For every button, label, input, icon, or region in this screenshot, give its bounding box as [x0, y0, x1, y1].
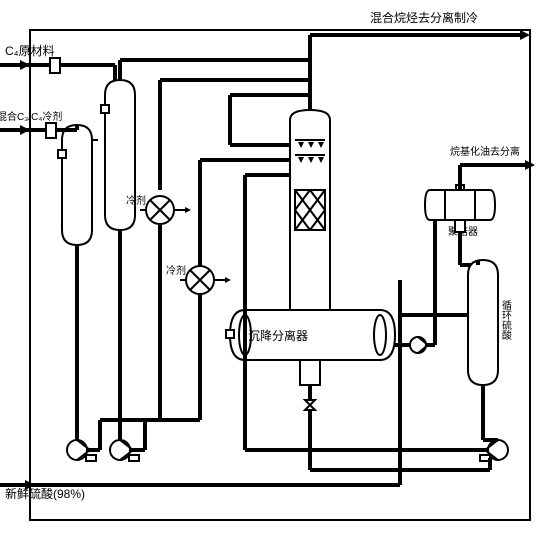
recycle-acid-tank	[468, 260, 498, 385]
refrigerant-1-label: 冷剂	[126, 194, 146, 207]
refrigerant-2-label: 冷剂	[166, 264, 186, 277]
c3c4-indicator	[46, 123, 56, 138]
mixed-c3c4-label: 混合C₃/C₄冷剂	[0, 110, 62, 123]
mixed-alkane-arrow	[520, 30, 530, 40]
reactor-column	[290, 110, 330, 310]
c4-feed-label: C₄原材料	[5, 44, 55, 58]
alkylate-out-label: 烷基化油去分离	[450, 145, 520, 158]
heat-exchanger-1	[146, 196, 174, 224]
fresh-acid-label: 新鲜硫酸(98%)	[5, 486, 85, 501]
vessel-1	[58, 125, 92, 245]
c4-feed-vessel-indicator	[50, 58, 60, 73]
coalescer	[425, 185, 495, 220]
settler-label: 沉降分离器	[248, 328, 308, 343]
settler-boot	[300, 360, 320, 385]
heat-exchanger-2	[186, 266, 214, 294]
c3c4-arrow	[20, 125, 30, 135]
pump-settler	[410, 337, 428, 353]
mixed-alkane-out-label: 混合烷烃去分离制冷	[370, 10, 478, 25]
boot-valve	[305, 400, 315, 410]
c4-feed-arrow	[20, 60, 30, 70]
vessel-2	[101, 80, 135, 230]
recycle-acid-label: 循环硫酸	[500, 299, 512, 341]
